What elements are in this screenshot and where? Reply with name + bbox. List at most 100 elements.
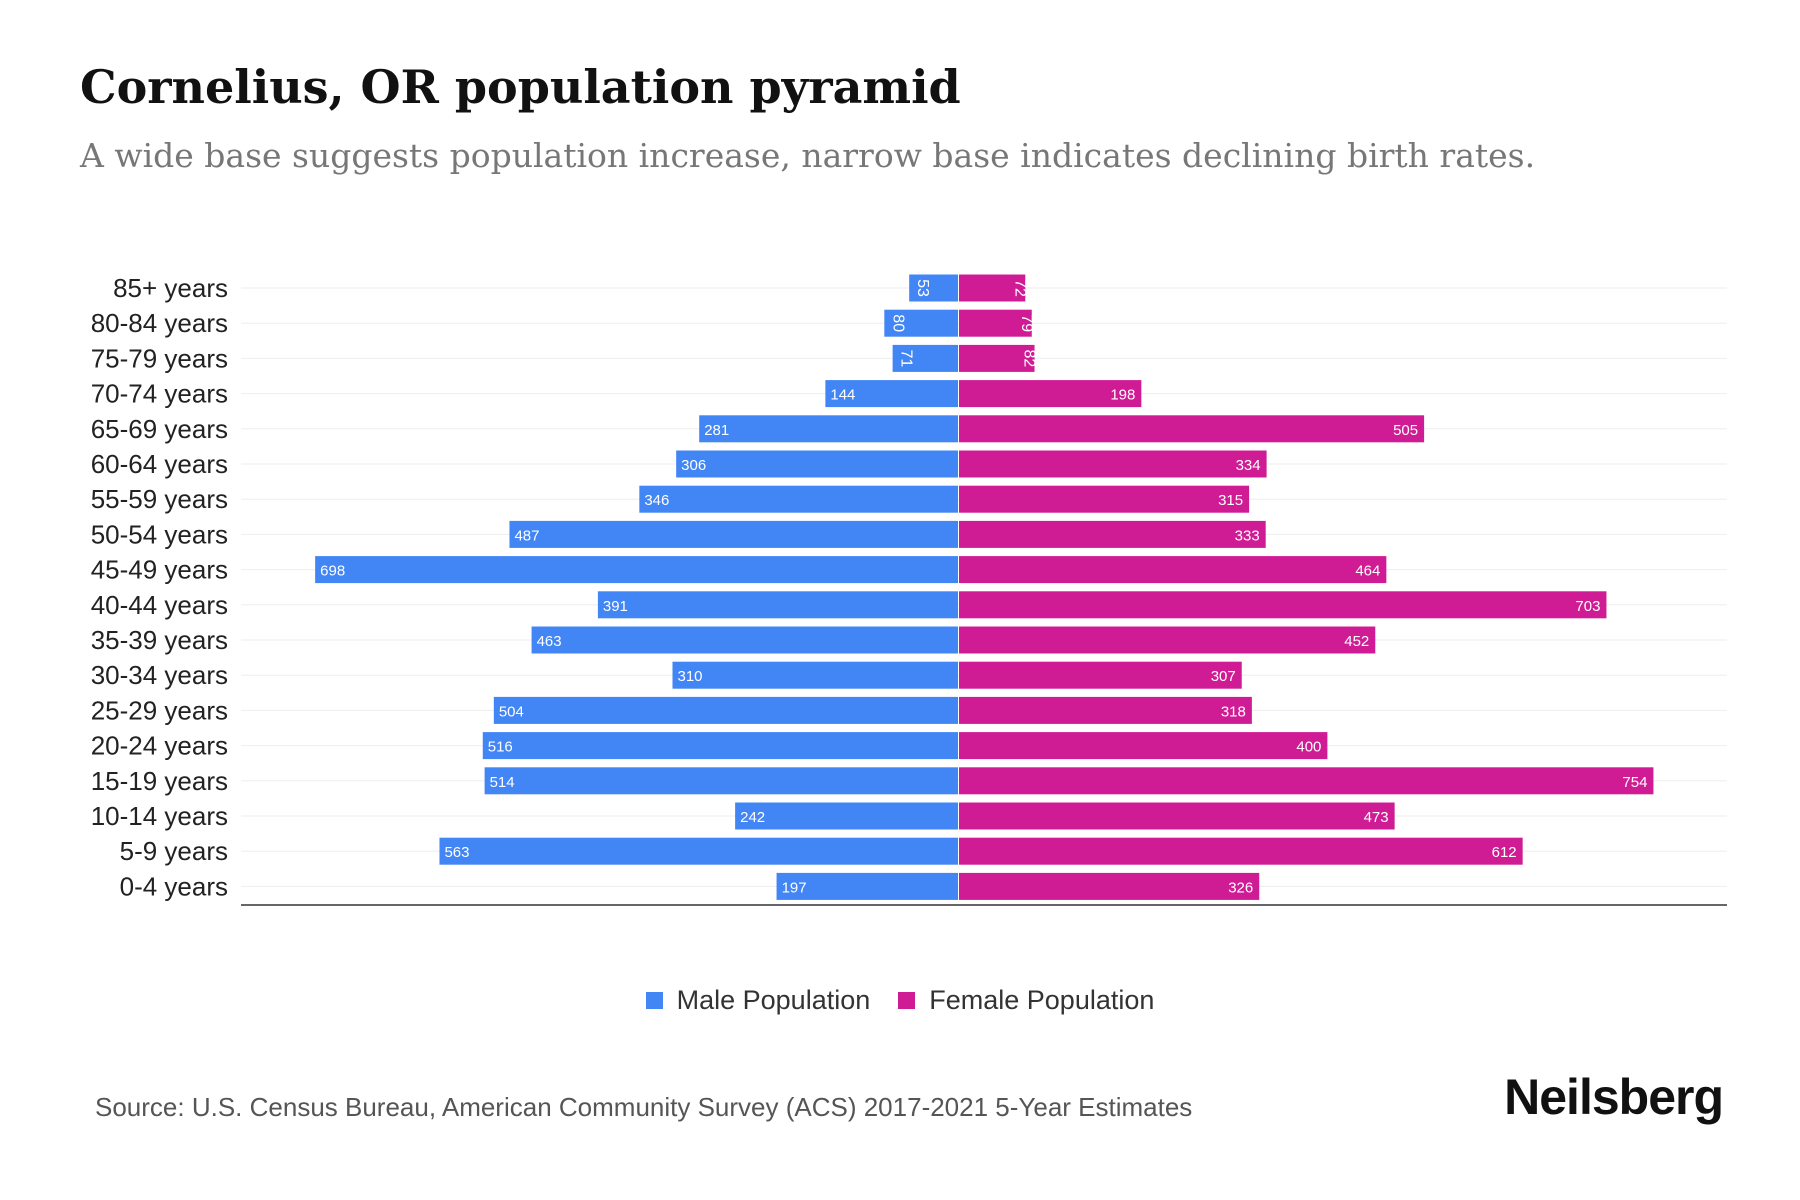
female-value-label: 400	[1296, 739, 1321, 756]
female-value-label: 473	[1364, 809, 1389, 826]
male-bar	[892, 344, 958, 372]
male-value-label: 242	[740, 809, 765, 826]
female-value-label: 333	[1235, 527, 1260, 544]
male-value-label: 80	[889, 314, 906, 332]
male-value-label: 144	[830, 387, 855, 404]
female-bar	[959, 661, 1242, 689]
category-label: 75-79 years	[91, 343, 228, 373]
male-bar	[639, 485, 958, 513]
legend: Male Population Female Population	[0, 985, 1800, 1016]
category-label: 80-84 years	[91, 308, 228, 338]
category-label: 50-54 years	[91, 519, 228, 549]
male-value-label: 698	[320, 563, 345, 580]
female-value-label: 612	[1492, 844, 1517, 861]
legend-female-label: Female Population	[929, 985, 1155, 1015]
category-label: 5-9 years	[120, 836, 228, 866]
category-label: 65-69 years	[91, 414, 228, 444]
male-bar	[597, 591, 958, 619]
female-value-label: 326	[1228, 879, 1253, 896]
category-label: 25-29 years	[91, 695, 228, 725]
chart-subtitle: A wide base suggests population increase…	[80, 136, 1536, 175]
neilsberg-logo: Neilsberg	[1504, 1069, 1724, 1125]
female-bar	[959, 485, 1250, 513]
male-bar	[735, 802, 958, 830]
female-bar	[959, 837, 1523, 865]
female-value-label: 82	[1021, 350, 1038, 368]
female-bar	[959, 380, 1142, 408]
male-value-label: 463	[537, 633, 562, 650]
category-label: 35-39 years	[91, 625, 228, 655]
male-value-label: 306	[681, 457, 706, 474]
pyramid-chart: 85+ years 53 72 80-84 years 80 79 75-79 years 7…	[91, 273, 1727, 906]
female-bar	[959, 802, 1395, 830]
male-value-label: 563	[444, 844, 469, 861]
female-bar	[959, 732, 1328, 760]
female-bar	[959, 872, 1260, 900]
chart-title: Cornelius, OR population pyramid	[80, 60, 961, 114]
female-value-label: 72	[1011, 279, 1028, 297]
category-label: 30-34 years	[91, 660, 228, 690]
legend-female: Female Population	[898, 985, 1154, 1016]
legend-male: Male Population	[645, 985, 871, 1016]
male-bar	[509, 520, 958, 548]
category-label: 70-74 years	[91, 379, 228, 409]
male-value-label: 487	[514, 527, 539, 544]
category-label: 15-19 years	[91, 766, 228, 796]
female-bar	[959, 696, 1252, 724]
male-bar	[315, 556, 959, 584]
male-value-label: 514	[490, 774, 515, 791]
male-value-label: 391	[603, 598, 628, 615]
female-value-label: 754	[1622, 774, 1647, 791]
female-value-label: 334	[1236, 457, 1261, 474]
category-label: 55-59 years	[91, 484, 228, 514]
female-value-label: 452	[1344, 633, 1369, 650]
category-label: 45-49 years	[91, 555, 228, 585]
source-note: Source: U.S. Census Bureau, American Com…	[95, 1092, 1193, 1122]
female-value-label: 318	[1221, 703, 1246, 720]
female-bar	[959, 415, 1425, 443]
male-bar	[493, 696, 958, 724]
male-bar	[884, 309, 958, 337]
male-value-label: 504	[499, 703, 524, 720]
male-value-label: 281	[704, 422, 729, 439]
male-bar	[909, 274, 958, 302]
male-bar	[776, 872, 958, 900]
female-bar	[959, 767, 1654, 795]
female-bar	[959, 591, 1607, 619]
male-bar	[676, 450, 958, 478]
category-label: 20-24 years	[91, 731, 228, 761]
male-bar	[699, 415, 958, 443]
male-bar	[482, 732, 958, 760]
female-value-label: 307	[1211, 668, 1236, 685]
legend-male-label: Male Population	[676, 985, 871, 1015]
male-value-label: 310	[677, 668, 702, 685]
female-value-label: 79	[1018, 314, 1035, 332]
male-value-label: 516	[488, 739, 513, 756]
male-value-label: 53	[914, 279, 931, 297]
female-bar	[959, 556, 1387, 584]
female-bar	[959, 344, 1035, 372]
female-value-label: 198	[1110, 387, 1135, 404]
female-bar	[959, 274, 1026, 302]
legend-male-swatch	[645, 992, 663, 1009]
category-label: 85+ years	[113, 273, 228, 303]
male-value-label: 71	[898, 350, 915, 368]
category-label: 60-64 years	[91, 449, 228, 479]
male-bar	[439, 837, 958, 865]
category-label: 40-44 years	[91, 590, 228, 620]
legend-female-swatch	[898, 992, 916, 1009]
category-label: 0-4 years	[120, 871, 228, 901]
male-value-label: 346	[644, 492, 669, 509]
male-bar	[484, 767, 958, 795]
female-bar	[959, 626, 1376, 654]
male-bar	[672, 661, 958, 689]
female-bar	[959, 450, 1267, 478]
female-value-label: 464	[1355, 563, 1380, 580]
category-label: 10-14 years	[91, 801, 228, 831]
female-value-label: 703	[1575, 598, 1600, 615]
female-bar	[959, 520, 1266, 548]
male-value-label: 197	[782, 879, 807, 896]
female-value-label: 505	[1393, 422, 1418, 439]
female-value-label: 315	[1218, 492, 1243, 509]
female-bar	[959, 309, 1032, 337]
